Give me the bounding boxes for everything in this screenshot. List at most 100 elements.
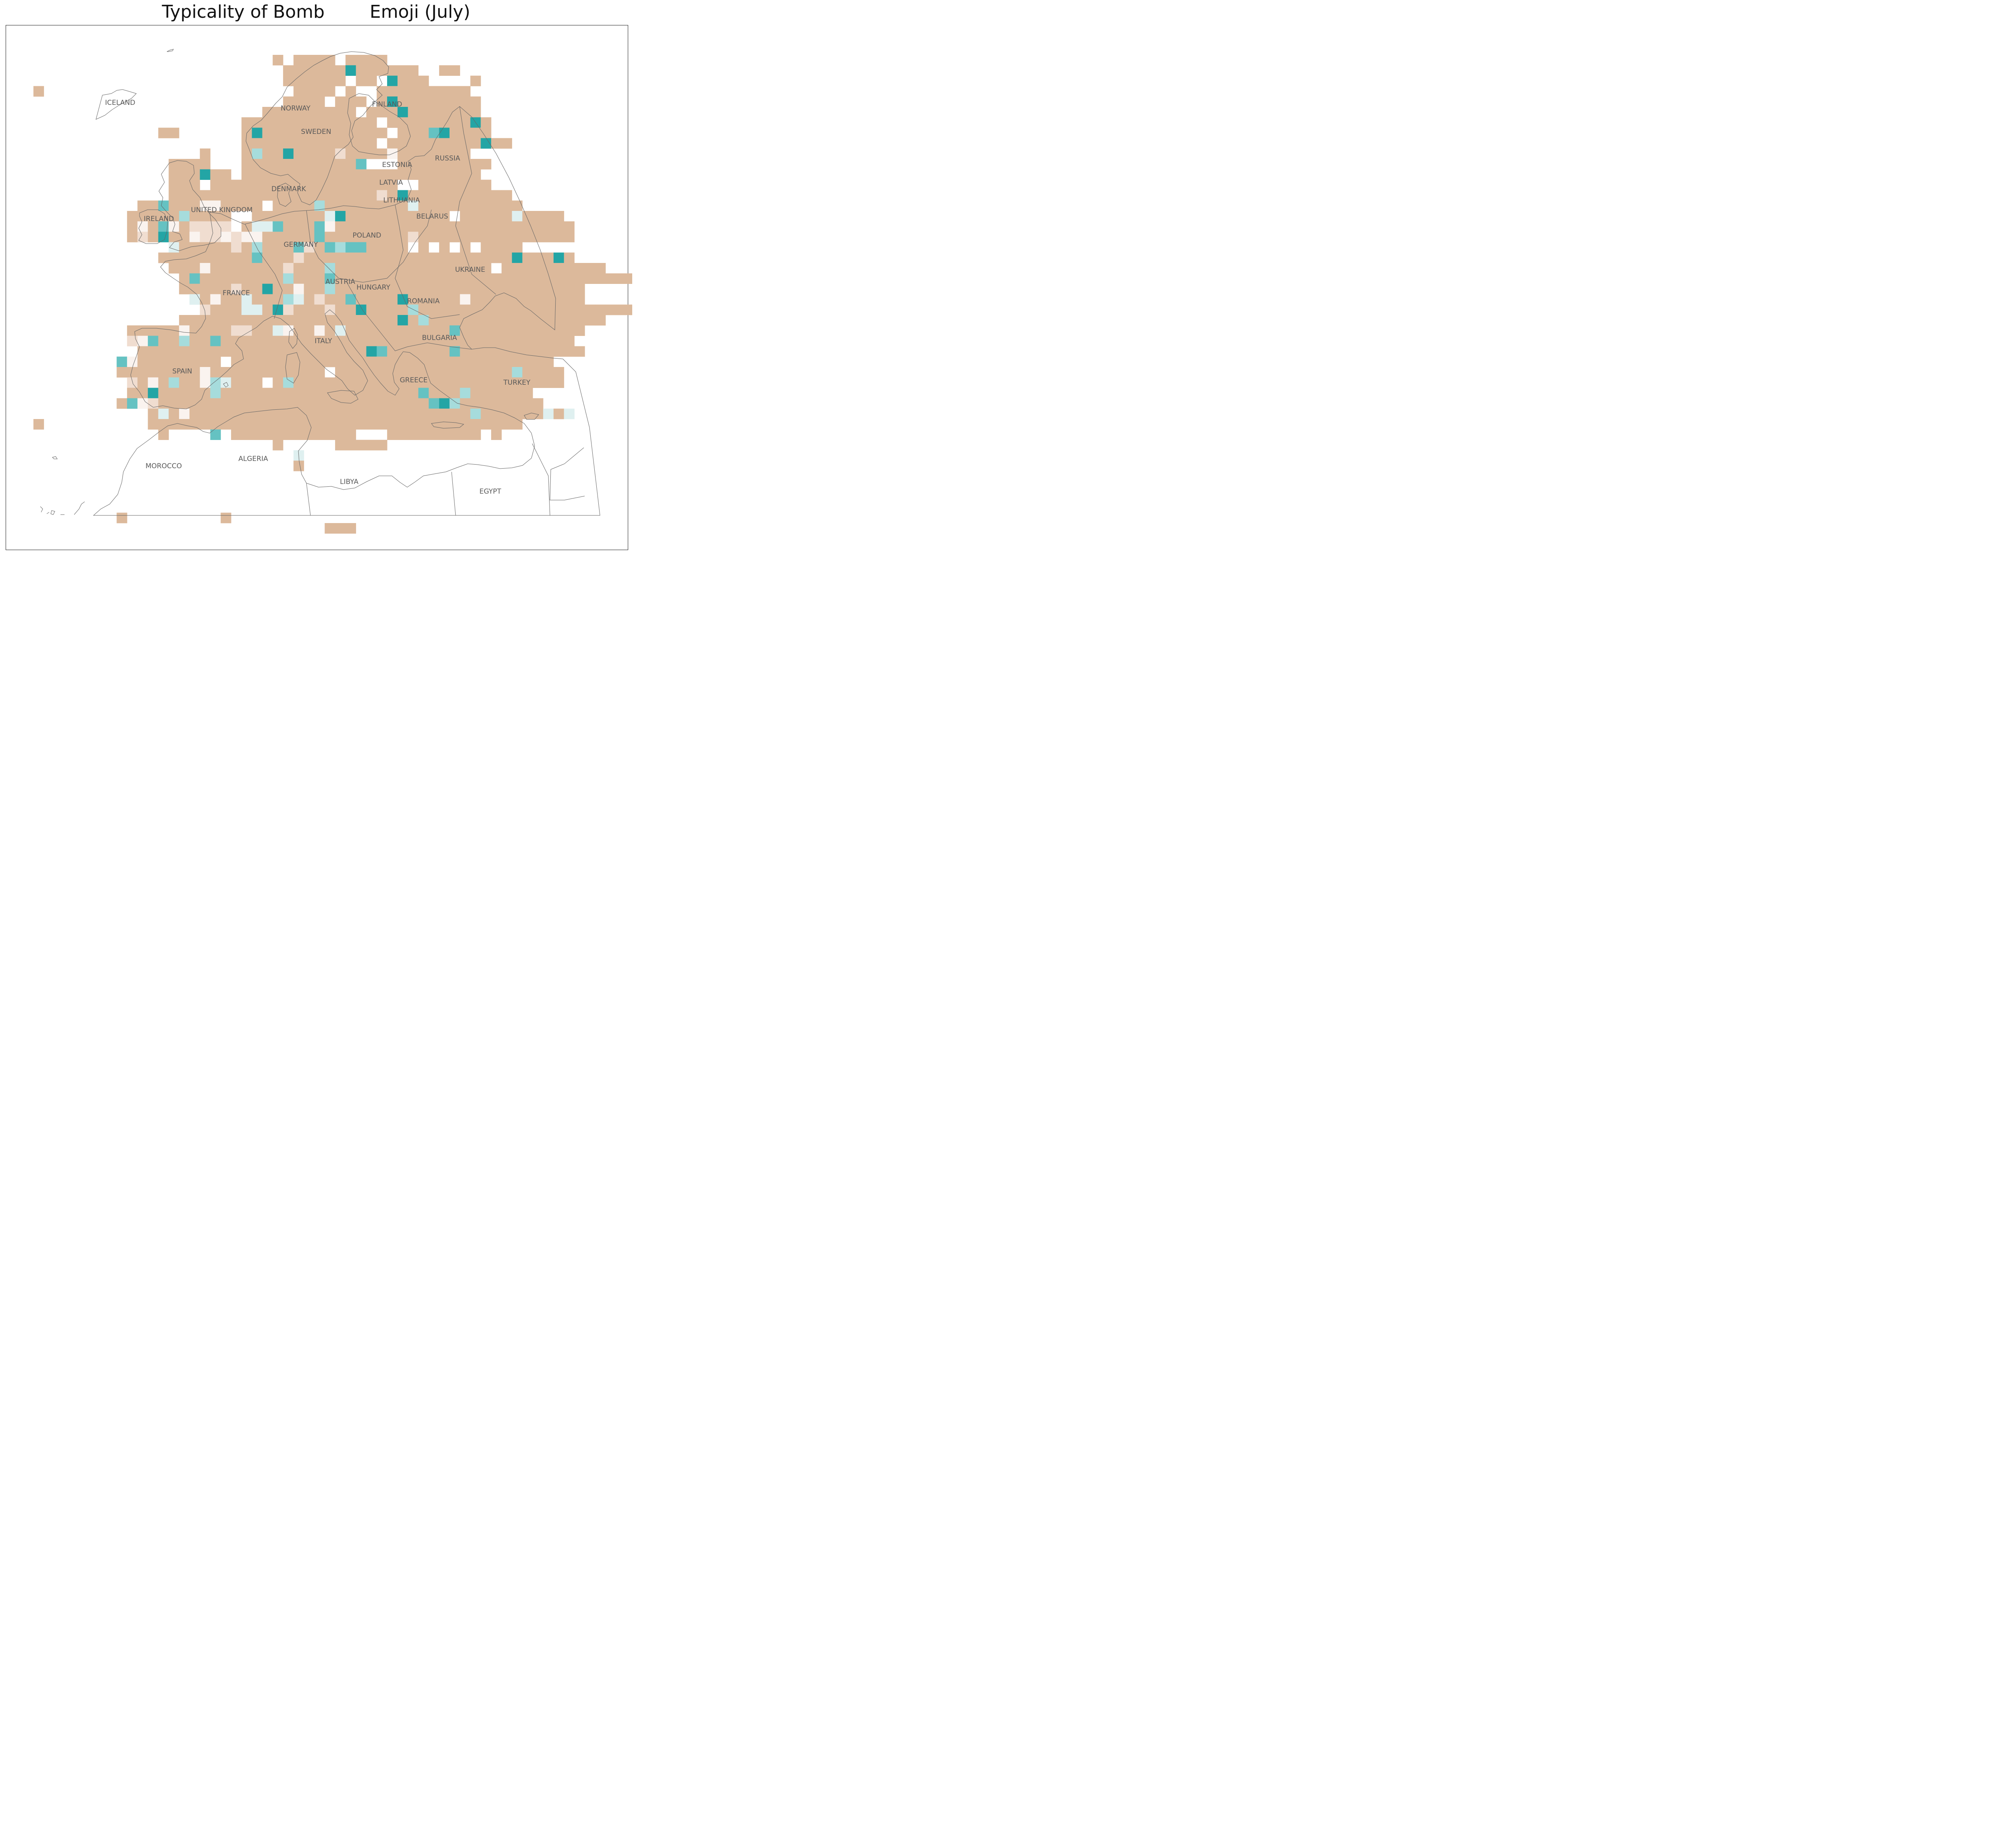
heatmap-cell — [397, 315, 408, 326]
heatmap-cell — [189, 221, 200, 232]
heatmap-cell — [273, 263, 283, 274]
heatmap-cell — [179, 377, 190, 388]
heatmap-cell — [137, 211, 148, 222]
heatmap-cell — [408, 86, 419, 97]
heatmap-cell — [325, 429, 335, 440]
heatmap-cell — [293, 159, 304, 170]
heatmap-cell — [553, 284, 564, 294]
heatmap-cell — [470, 169, 481, 180]
heatmap-cell — [418, 388, 429, 398]
heatmap-cell — [449, 127, 460, 138]
heatmap-cell — [460, 388, 471, 398]
heatmap-cell — [325, 179, 335, 190]
heatmap-cell — [293, 211, 304, 222]
heatmap-cell — [408, 294, 419, 305]
heatmap-cell — [449, 159, 460, 170]
heatmap-cell — [262, 294, 273, 305]
heatmap-cell — [564, 325, 575, 336]
heatmap-cell — [325, 284, 335, 294]
heatmap-cell — [449, 179, 460, 190]
heatmap-cell — [377, 252, 387, 263]
sardinia-outline — [285, 352, 300, 384]
heatmap-cell — [449, 138, 460, 149]
heatmap-cell — [283, 388, 294, 398]
heatmap-cell — [221, 294, 231, 305]
heatmap-cell — [210, 231, 221, 242]
heatmap-cell — [137, 200, 148, 211]
heatmap-cell — [283, 190, 294, 201]
heatmap-cell — [158, 336, 169, 346]
heatmap-cell — [533, 304, 544, 315]
heatmap-cell — [283, 231, 294, 242]
heatmap-cell — [397, 117, 408, 128]
heatmap-cell — [356, 148, 367, 159]
heatmap-cell — [470, 252, 481, 263]
heatmap-cell — [304, 200, 314, 211]
heatmap-cell — [377, 388, 387, 398]
country-label-poland: POLAND — [353, 231, 381, 240]
heatmap-cell — [387, 107, 398, 118]
heatmap-cell — [221, 315, 231, 326]
heatmap-cell — [460, 159, 471, 170]
heatmap-cell — [210, 200, 221, 211]
heatmap-cell — [189, 325, 200, 336]
heatmap-cell — [221, 304, 231, 315]
heatmap-cell — [273, 273, 283, 284]
heatmap-cell — [273, 221, 283, 232]
heatmap-cell — [553, 346, 564, 357]
heatmap-cell — [418, 284, 429, 294]
heatmap-cell — [293, 65, 304, 76]
heatmap-cell — [501, 231, 512, 242]
heatmap-cell — [522, 325, 533, 336]
heatmap-cell — [408, 315, 419, 326]
heatmap-cell — [314, 107, 325, 118]
heatmap-cell — [470, 409, 481, 419]
country-label-lithuania: LITHUANIA — [383, 196, 420, 204]
heatmap-cell — [491, 273, 502, 284]
heatmap-cell — [449, 336, 460, 346]
heatmap-cell — [460, 138, 471, 149]
heatmap-cell — [304, 138, 314, 149]
heatmap-cell — [273, 169, 283, 180]
heatmap-cell — [418, 127, 429, 138]
heatmap-cell — [137, 367, 148, 378]
heatmap-cell — [408, 96, 419, 107]
heatmap-cell — [189, 409, 200, 419]
heatmap-cell — [210, 252, 221, 263]
heatmap-cell — [325, 325, 335, 336]
heatmap-cell — [564, 263, 575, 274]
heatmap-cell — [304, 377, 314, 388]
heatmap-cell — [304, 190, 314, 201]
heatmap-cell — [252, 409, 262, 419]
heatmap-cell — [387, 357, 398, 367]
heatmap-cell — [449, 357, 460, 367]
heatmap-cell — [397, 273, 408, 284]
heatmap-cell — [304, 398, 314, 409]
heatmap-cell — [273, 55, 283, 66]
heatmap-cell — [200, 190, 210, 201]
heatmap-cell — [304, 96, 314, 107]
heatmap-cell — [439, 179, 450, 190]
heatmap-cell — [325, 398, 335, 409]
heatmap-cell — [189, 252, 200, 263]
heatmap-cell — [408, 200, 419, 211]
heatmap-cell — [314, 398, 325, 409]
heatmap-cell — [481, 377, 492, 388]
heatmap-cell — [273, 419, 283, 430]
heatmap-cell — [356, 325, 367, 336]
heatmap-cell — [293, 127, 304, 138]
heatmap-cell — [397, 169, 408, 180]
heatmap-cell — [304, 284, 314, 294]
heatmap-cell — [481, 117, 492, 128]
heatmap-cell — [283, 398, 294, 409]
heatmap-cell — [200, 200, 210, 211]
heatmap-cell — [460, 284, 471, 294]
heatmap-cell — [501, 315, 512, 326]
heatmap-cell — [189, 242, 200, 253]
heatmap-cell — [418, 96, 429, 107]
heatmap-cell — [533, 211, 544, 222]
heatmap-cell — [335, 263, 346, 274]
heatmap-cell — [491, 419, 502, 430]
heatmap-cell — [553, 273, 564, 284]
heatmap-cell — [345, 263, 356, 274]
